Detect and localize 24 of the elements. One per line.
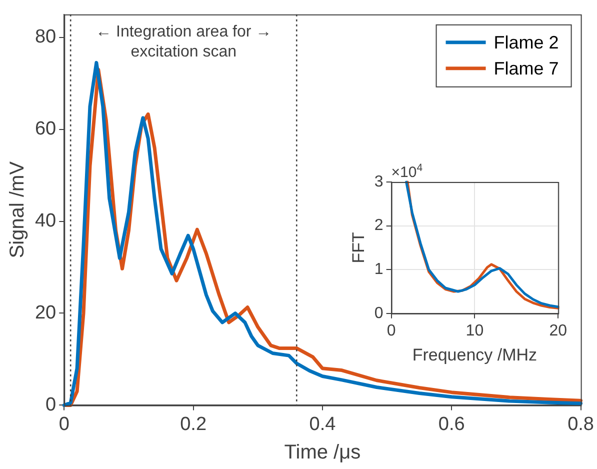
y-tick-label: 80: [34, 26, 56, 48]
x-tick-label: 0: [386, 322, 396, 340]
legend-label: Flame 2: [494, 32, 559, 52]
y-axis-title: FFT: [348, 232, 368, 264]
x-tick-label: 0.2: [180, 414, 207, 435]
x-axis-title: Frequency /MHz: [412, 345, 538, 364]
y-tick-label: 0: [374, 304, 384, 322]
y-tick-label: 3: [374, 173, 384, 190]
x-axis-title: Time /μs: [284, 442, 361, 464]
x-tick-label: 0: [58, 414, 70, 435]
legend-label: Flame 7: [494, 58, 559, 78]
x-tick-label: 0.6: [438, 414, 465, 435]
y-tick-label: 20: [34, 302, 56, 324]
annotation: ← Integration area for → excitation scan: [96, 23, 272, 60]
y-tick-label: 0: [46, 394, 56, 416]
x-tick-label: 20: [549, 322, 568, 340]
y-tick-label: 60: [34, 118, 56, 140]
x-tick-label: 0.4: [309, 414, 336, 435]
y-axis-title: Signal /mV: [6, 160, 29, 258]
y-tick-label: 1: [374, 261, 384, 278]
y-tick-label: 2: [374, 217, 384, 234]
x-tick-label: 10: [466, 322, 484, 340]
y-tick-label: 40: [34, 210, 56, 232]
x-tick-label: 0.8: [568, 414, 594, 435]
